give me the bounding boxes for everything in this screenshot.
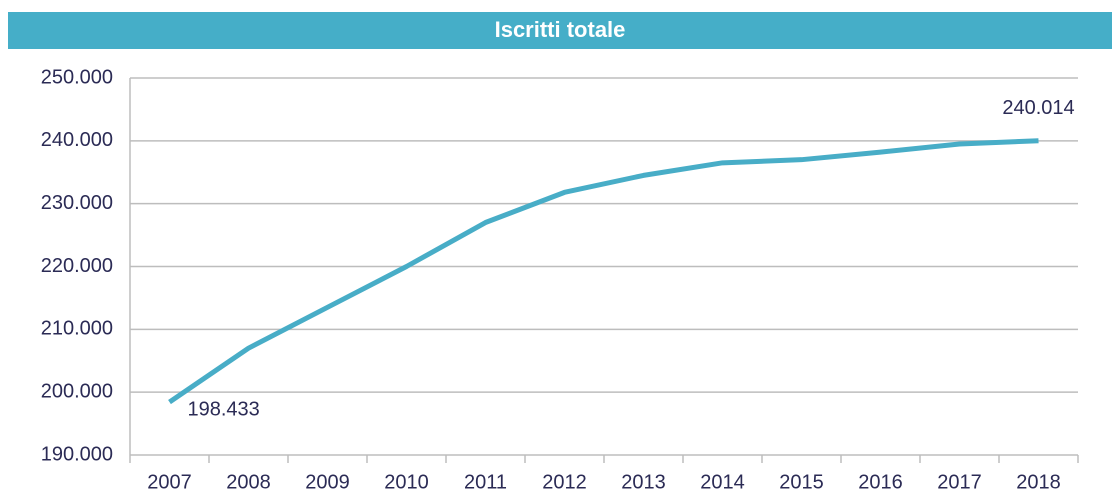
x-tick-label: 2014 <box>700 471 745 493</box>
x-tick-label: 2016 <box>858 471 903 493</box>
x-tick-label: 2013 <box>621 471 666 493</box>
chart-title: Iscritti totale <box>495 17 626 42</box>
title-bar <box>8 12 1112 49</box>
x-tick-label: 2018 <box>1016 471 1061 493</box>
y-tick-label: 220.000 <box>41 255 113 277</box>
x-tick-label: 2009 <box>305 471 350 493</box>
data-label: 198.433 <box>188 398 260 420</box>
x-tick-label: 2015 <box>779 471 824 493</box>
y-tick-label: 210.000 <box>41 318 113 340</box>
x-tick-label: 2017 <box>937 471 982 493</box>
x-tick-label: 2010 <box>384 471 429 493</box>
line-series <box>168 138 1039 405</box>
data-label: 240.014 <box>1002 97 1074 119</box>
y-tick-label: 250.000 <box>41 66 113 88</box>
x-tick-label: 2007 <box>147 471 192 493</box>
y-tick-label: 190.000 <box>41 443 113 465</box>
y-tick-label: 240.000 <box>41 129 113 151</box>
y-tick-label: 230.000 <box>41 192 113 214</box>
y-tick-label: 200.000 <box>41 380 113 402</box>
x-tick-label: 2008 <box>226 471 271 493</box>
x-tick-label: 2012 <box>542 471 587 493</box>
x-tick-label: 2011 <box>464 471 507 493</box>
